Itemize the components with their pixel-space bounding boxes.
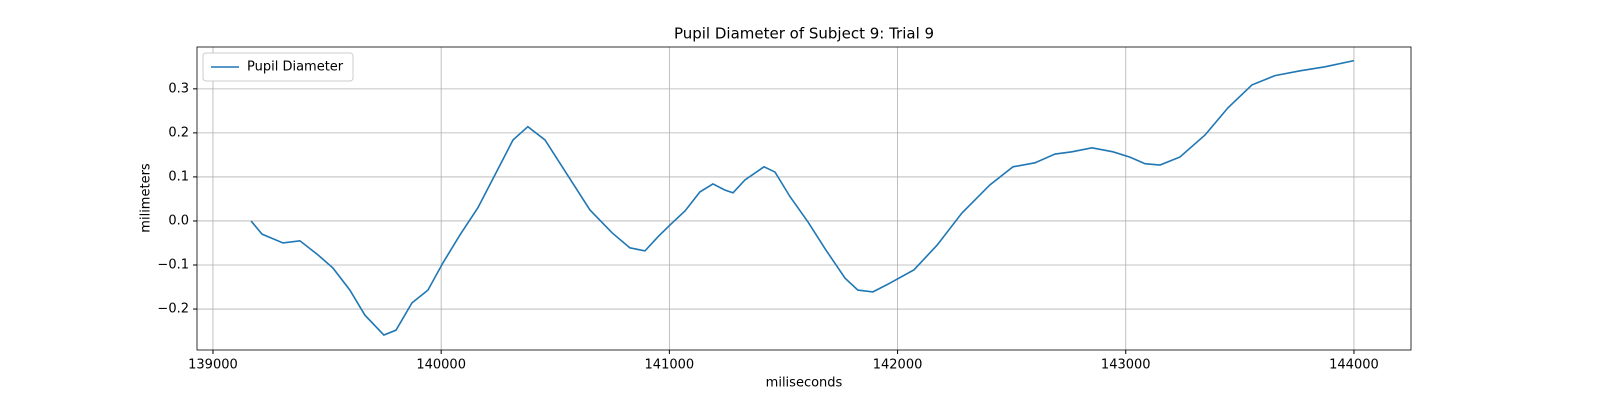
x-tick-label: 139000: [188, 358, 238, 373]
legend-box: [202, 52, 354, 82]
data-line: [250, 59, 1355, 336]
y-tick-label: 0.2: [168, 125, 189, 140]
x-tick-label: 142000: [873, 358, 923, 373]
y-tick-label: 0.1: [168, 169, 189, 184]
plot-frame: [196, 46, 1412, 351]
x-tick-label: 143000: [1101, 358, 1151, 373]
x-tick-label: 140000: [416, 358, 466, 373]
y-tick-label: −0.1: [157, 258, 189, 273]
x-tick-label: 141000: [645, 358, 695, 373]
x-tick-label: 144000: [1329, 358, 1379, 373]
x-axis-label: miliseconds: [766, 376, 843, 391]
y-axis-label: milimeters: [139, 163, 154, 233]
chart-title: Pupil Diameter of Subject 9: Trial 9: [674, 25, 934, 43]
legend-label: Pupil Diameter: [247, 60, 344, 75]
y-tick-label: 0.0: [168, 213, 189, 228]
y-tick-label: 0.3: [168, 81, 189, 96]
y-tick-label: −0.2: [157, 302, 189, 317]
